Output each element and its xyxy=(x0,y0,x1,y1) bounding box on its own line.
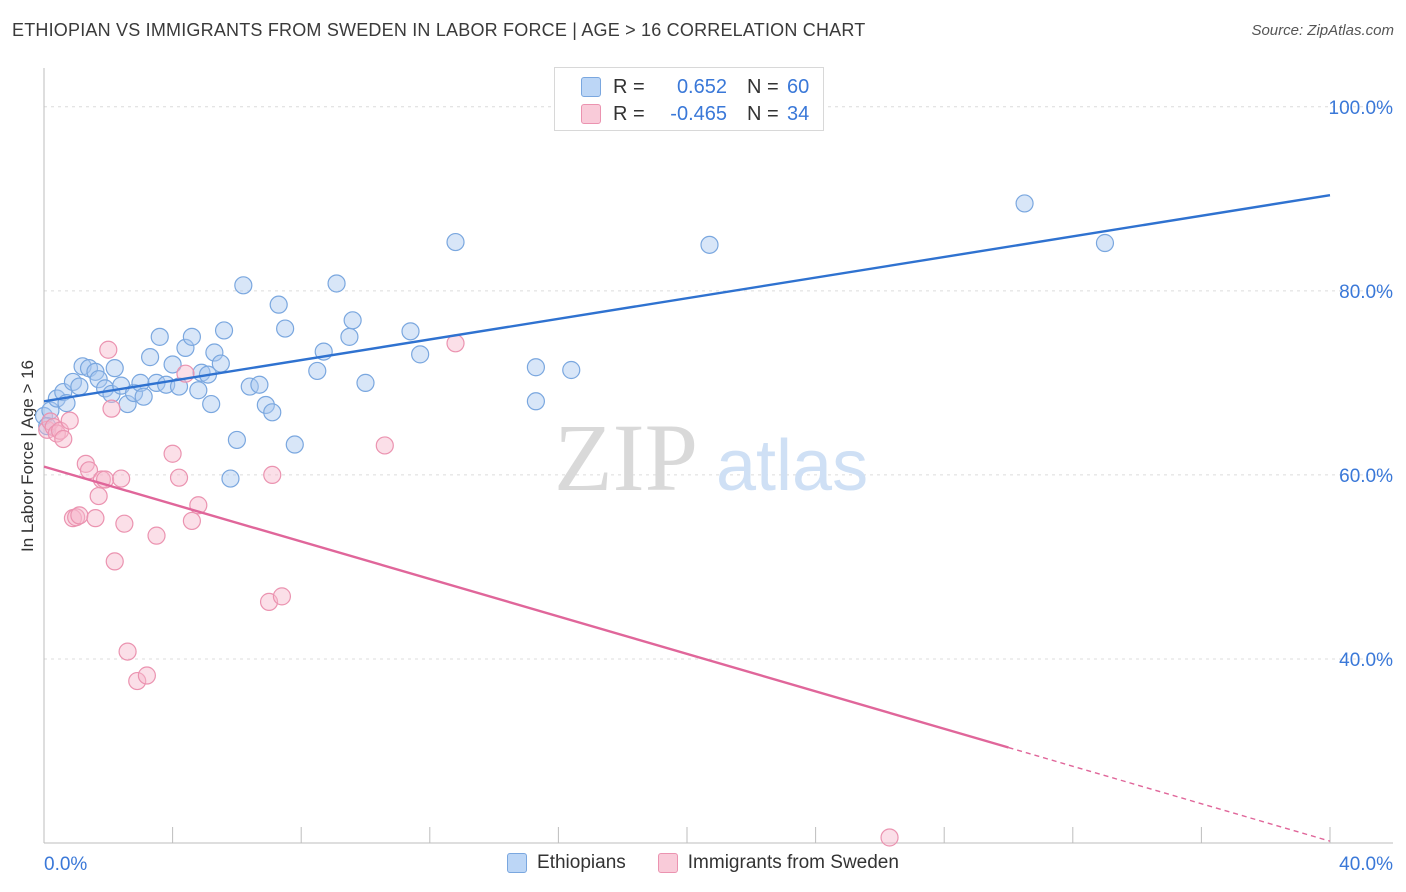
trend-line-extension-sweden xyxy=(1008,746,1331,842)
ethiopian-point xyxy=(105,359,124,378)
ethiopian-point xyxy=(134,387,153,406)
axes xyxy=(43,68,1393,844)
legend-r-label: R = xyxy=(613,75,645,98)
ethiopian-point xyxy=(285,435,304,454)
x-tick-label-max: 40.0% xyxy=(1339,854,1393,875)
watermark-atlas: atlas xyxy=(716,426,868,506)
sweden-point xyxy=(137,666,156,685)
sweden-point xyxy=(89,486,108,506)
legend-row-sweden: R = -0.465 N = 34 xyxy=(581,102,809,126)
series-legend: Ethiopians Immigrants from Sweden xyxy=(0,852,1406,874)
legend-r-value: 0.652 xyxy=(676,75,727,98)
ethiopian-point xyxy=(63,372,83,392)
legend-n-value: 34 xyxy=(787,102,810,125)
sweden-point xyxy=(86,509,105,528)
ethiopian-point xyxy=(446,232,465,252)
tick-labels: 40.0% 60.0% 80.0% 100.0% 0.0% 40.0% xyxy=(44,98,1393,875)
legend-r-label: R = xyxy=(613,102,645,125)
ethiopian-point xyxy=(176,338,195,358)
legend-n-label: N = xyxy=(747,75,779,98)
correlation-legend: R = 0.652 N = 60 R = -0.465 N = 34 xyxy=(554,67,824,131)
trend-line-ethiopians xyxy=(43,193,1331,403)
ethiopian-point xyxy=(163,355,182,374)
ethiopian-point xyxy=(411,345,430,364)
ethiopian-point xyxy=(327,274,346,293)
watermark-zip: ZIP xyxy=(554,404,698,511)
ethiopian-point xyxy=(308,361,327,381)
ethiopian-point xyxy=(140,348,160,367)
sweden-point xyxy=(880,828,899,847)
legend-swatch-pink xyxy=(657,853,678,873)
ethiopian-point xyxy=(250,375,269,394)
sweden-point xyxy=(102,399,121,418)
legend-row-ethiopians: R = 0.652 N = 60 xyxy=(581,75,809,99)
sweden-point xyxy=(272,587,292,606)
ethiopian-point xyxy=(189,381,208,400)
sweden-point xyxy=(67,508,86,527)
ethiopian-point xyxy=(124,383,144,403)
sweden-point xyxy=(60,411,79,430)
ethiopian-point xyxy=(343,311,362,330)
ethiopian-point xyxy=(1095,233,1115,253)
source-credit: Source: ZipAtlas.com xyxy=(1251,22,1394,39)
sweden-point xyxy=(182,511,201,531)
ethiopian-point xyxy=(89,370,108,389)
legend-n-value: 60 xyxy=(787,75,810,98)
ethiopian-point xyxy=(211,354,230,373)
legend-label-ethiopians: Ethiopians xyxy=(537,852,626,873)
sweden-point xyxy=(99,340,118,359)
ethiopian-point xyxy=(182,327,201,346)
ethiopian-point xyxy=(526,358,545,377)
sweden-point xyxy=(128,671,147,691)
y-tick-label: 80.0% xyxy=(1339,282,1393,303)
ethiopian-point xyxy=(401,322,420,341)
legend-n-label: N = xyxy=(747,102,779,125)
sweden-point xyxy=(169,468,189,487)
legend-item-sweden[interactable]: Immigrants from Sweden xyxy=(657,852,899,874)
legend-item-ethiopians[interactable]: Ethiopians xyxy=(507,852,626,874)
ethiopian-point xyxy=(150,327,169,346)
ethiopian-point xyxy=(562,360,581,380)
sweden-point xyxy=(163,444,182,463)
chart-title: ETHIOPIAN VS IMMIGRANTS FROM SWEDEN IN L… xyxy=(12,20,866,40)
ethiopian-point xyxy=(263,403,282,422)
ethiopian-point xyxy=(276,319,295,338)
ethiopian-point xyxy=(234,276,253,295)
ethiopian-point xyxy=(221,469,240,488)
ethiopian-point xyxy=(214,321,234,340)
legend-swatch-pink xyxy=(581,104,601,124)
ethiopian-point xyxy=(205,343,224,362)
legend-label-sweden: Immigrants from Sweden xyxy=(687,852,899,873)
ethiopian-point xyxy=(202,394,221,414)
y-tick-label: 40.0% xyxy=(1339,650,1393,671)
trend-line-sweden xyxy=(43,465,1009,749)
sweden-point xyxy=(375,436,394,455)
y-tick-label: 60.0% xyxy=(1339,466,1393,487)
sweden-point xyxy=(263,465,282,485)
sweden-point xyxy=(112,469,131,488)
ethiopian-point xyxy=(700,235,719,254)
sweden-point xyxy=(115,514,134,533)
ethiopian-point xyxy=(340,327,359,346)
y-tick-label: 100.0% xyxy=(1329,98,1394,119)
trend-lines xyxy=(43,193,1331,842)
legend-swatch-blue xyxy=(507,853,528,873)
x-tick-label-min: 0.0% xyxy=(44,854,87,875)
ethiopian-point xyxy=(256,395,275,415)
sweden-point xyxy=(147,526,166,545)
sweden-point xyxy=(54,429,73,449)
sweden-point xyxy=(105,552,124,571)
ethiopian-point xyxy=(70,377,89,396)
ethiopian-point xyxy=(269,295,288,314)
sweden-point xyxy=(70,506,89,525)
legend-r-value: -0.465 xyxy=(670,102,727,125)
ethiopian-point xyxy=(526,392,545,411)
ethiopian-point xyxy=(1015,194,1034,213)
sweden-points xyxy=(38,334,899,847)
sweden-point xyxy=(118,642,137,661)
ethiopian-point xyxy=(356,373,375,392)
ethiopian-point xyxy=(227,430,246,450)
legend-swatch-blue xyxy=(581,77,601,97)
